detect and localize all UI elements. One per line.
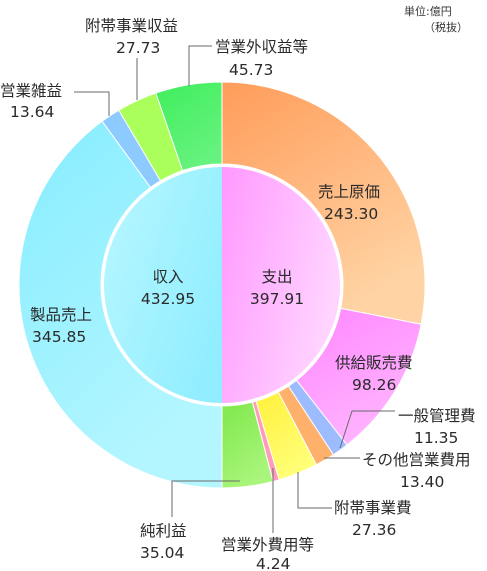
- leader-ancillary-business-expenses: [297, 472, 332, 509]
- value-general-admin-expenses: 11.35: [414, 429, 458, 447]
- segment-non-operating-income: [155, 81, 223, 172]
- segment-product-sales: [18, 120, 223, 489]
- value-non-operating-income: 45.73: [229, 61, 273, 79]
- label-income-total: 収入: [152, 268, 183, 286]
- label-ancillary-business-expenses: 附帯事業費: [334, 499, 412, 517]
- value-other-operating-expenses: 13.40: [400, 473, 444, 491]
- value-non-operating-expenses: 4.24: [256, 555, 291, 571]
- label-supply-sales-expenses: 供給販売費: [335, 354, 413, 372]
- value-product-sales: 345.85: [32, 328, 86, 346]
- inner-pie: [104, 167, 340, 403]
- label-non-operating-expenses: 営業外費用等: [221, 536, 314, 554]
- leader-non-operating-income: [188, 45, 212, 86]
- value-income-total: 432.95: [141, 290, 195, 308]
- value-ancillary-business-income: 27.73: [116, 39, 160, 57]
- value-expenditure-total: 397.91: [250, 290, 304, 308]
- value-cost-of-sales: 243.30: [324, 205, 378, 223]
- value-net-income: 35.04: [140, 544, 184, 562]
- unit-label: 単位:億円: [404, 4, 452, 18]
- label-net-income: 純利益: [140, 522, 187, 540]
- label-cost-of-sales: 売上原価: [318, 183, 380, 201]
- value-supply-sales-expenses: 98.26: [352, 376, 396, 394]
- value-ancillary-business-expenses: 27.36: [352, 521, 396, 539]
- label-expenditure-total: 支出: [261, 268, 292, 286]
- leader-general-admin-expenses: [339, 410, 395, 449]
- inner-segment-expenditure: [222, 167, 340, 403]
- label-ancillary-business-income: 附帯事業収益: [85, 17, 178, 35]
- unit-tax-note: （税抜）: [424, 20, 468, 34]
- leader-net-income: [171, 480, 240, 517]
- segment-cost-of-sales: [221, 81, 426, 325]
- label-operating-misc-income: 営業雑益: [0, 82, 62, 100]
- inner-segment-income: [104, 167, 222, 403]
- label-general-admin-expenses: 一般管理費: [398, 407, 476, 425]
- value-operating-misc-income: 13.64: [10, 103, 54, 121]
- leader-operating-misc-income: [74, 91, 110, 116]
- label-other-operating-expenses: その他営業費用: [362, 451, 471, 469]
- leader-lines: [74, 45, 395, 533]
- outer-ring: [18, 81, 426, 489]
- label-non-operating-income: 営業外収益等: [215, 38, 308, 56]
- label-product-sales: 製品売上: [30, 306, 92, 324]
